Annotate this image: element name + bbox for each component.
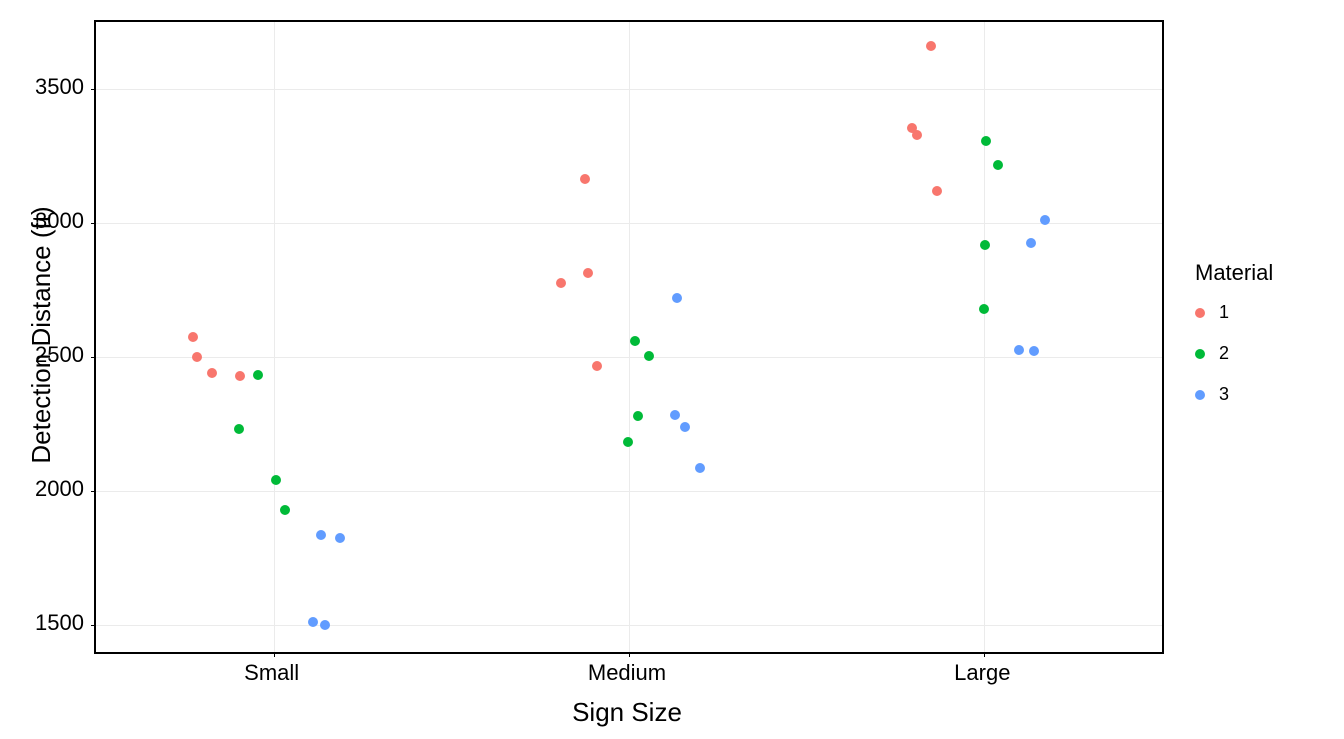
data-point bbox=[932, 186, 942, 196]
plot-area bbox=[94, 20, 1164, 654]
y-tick-label: 2000 bbox=[34, 476, 84, 502]
data-point bbox=[926, 41, 936, 51]
gridline-vertical bbox=[984, 22, 985, 652]
data-point bbox=[580, 174, 590, 184]
legend-label: 2 bbox=[1219, 343, 1229, 364]
data-point bbox=[583, 268, 593, 278]
y-tick-label: 1500 bbox=[34, 610, 84, 636]
data-point bbox=[630, 336, 640, 346]
y-tick bbox=[91, 89, 96, 90]
legend-swatch bbox=[1195, 390, 1205, 400]
legend-item: 3 bbox=[1195, 384, 1273, 405]
y-tick-label: 3000 bbox=[34, 208, 84, 234]
data-point bbox=[979, 304, 989, 314]
legend: Material 1 2 3 bbox=[1195, 260, 1273, 425]
legend-item: 2 bbox=[1195, 343, 1273, 364]
y-tick bbox=[91, 625, 96, 626]
x-tick bbox=[984, 652, 985, 657]
data-point bbox=[1014, 345, 1024, 355]
y-tick-label: 2500 bbox=[34, 342, 84, 368]
data-point bbox=[316, 530, 326, 540]
x-tick-label: Medium bbox=[588, 660, 666, 686]
data-point bbox=[592, 361, 602, 371]
data-point bbox=[1040, 215, 1050, 225]
data-point bbox=[335, 533, 345, 543]
x-axis-title: Sign Size bbox=[572, 697, 682, 728]
y-tick bbox=[91, 491, 96, 492]
data-point bbox=[670, 410, 680, 420]
legend-swatch bbox=[1195, 308, 1205, 318]
data-point bbox=[271, 475, 281, 485]
gridline-horizontal bbox=[96, 625, 1162, 626]
data-point bbox=[308, 617, 318, 627]
gridline-horizontal bbox=[96, 357, 1162, 358]
data-point bbox=[188, 332, 198, 342]
data-point bbox=[207, 368, 217, 378]
gridline-vertical bbox=[629, 22, 630, 652]
gridline-horizontal bbox=[96, 89, 1162, 90]
data-point bbox=[980, 240, 990, 250]
y-tick bbox=[91, 357, 96, 358]
data-point bbox=[556, 278, 566, 288]
data-point bbox=[253, 370, 263, 380]
x-tick bbox=[629, 652, 630, 657]
data-point bbox=[235, 371, 245, 381]
data-point bbox=[280, 505, 290, 515]
data-point bbox=[644, 351, 654, 361]
data-point bbox=[672, 293, 682, 303]
legend-label: 3 bbox=[1219, 384, 1229, 405]
y-tick bbox=[91, 223, 96, 224]
data-point bbox=[234, 424, 244, 434]
x-tick-label: Large bbox=[954, 660, 1010, 686]
data-point bbox=[633, 411, 643, 421]
data-point bbox=[192, 352, 202, 362]
gridline-horizontal bbox=[96, 491, 1162, 492]
data-point bbox=[623, 437, 633, 447]
chart-container: Detection Distance (ft) Sign Size Materi… bbox=[0, 0, 1344, 739]
y-tick-label: 3500 bbox=[34, 74, 84, 100]
legend-title: Material bbox=[1195, 260, 1273, 286]
y-axis-title: Detection Distance (ft) bbox=[26, 206, 57, 463]
x-tick-label: Small bbox=[244, 660, 299, 686]
data-point bbox=[1029, 346, 1039, 356]
x-tick bbox=[274, 652, 275, 657]
data-point bbox=[1026, 238, 1036, 248]
data-point bbox=[680, 422, 690, 432]
gridline-vertical bbox=[274, 22, 275, 652]
data-point bbox=[981, 136, 991, 146]
legend-swatch bbox=[1195, 349, 1205, 359]
data-point bbox=[993, 160, 1003, 170]
gridline-horizontal bbox=[96, 223, 1162, 224]
legend-label: 1 bbox=[1219, 302, 1229, 323]
legend-item: 1 bbox=[1195, 302, 1273, 323]
data-point bbox=[695, 463, 705, 473]
data-point bbox=[320, 620, 330, 630]
data-point bbox=[912, 130, 922, 140]
